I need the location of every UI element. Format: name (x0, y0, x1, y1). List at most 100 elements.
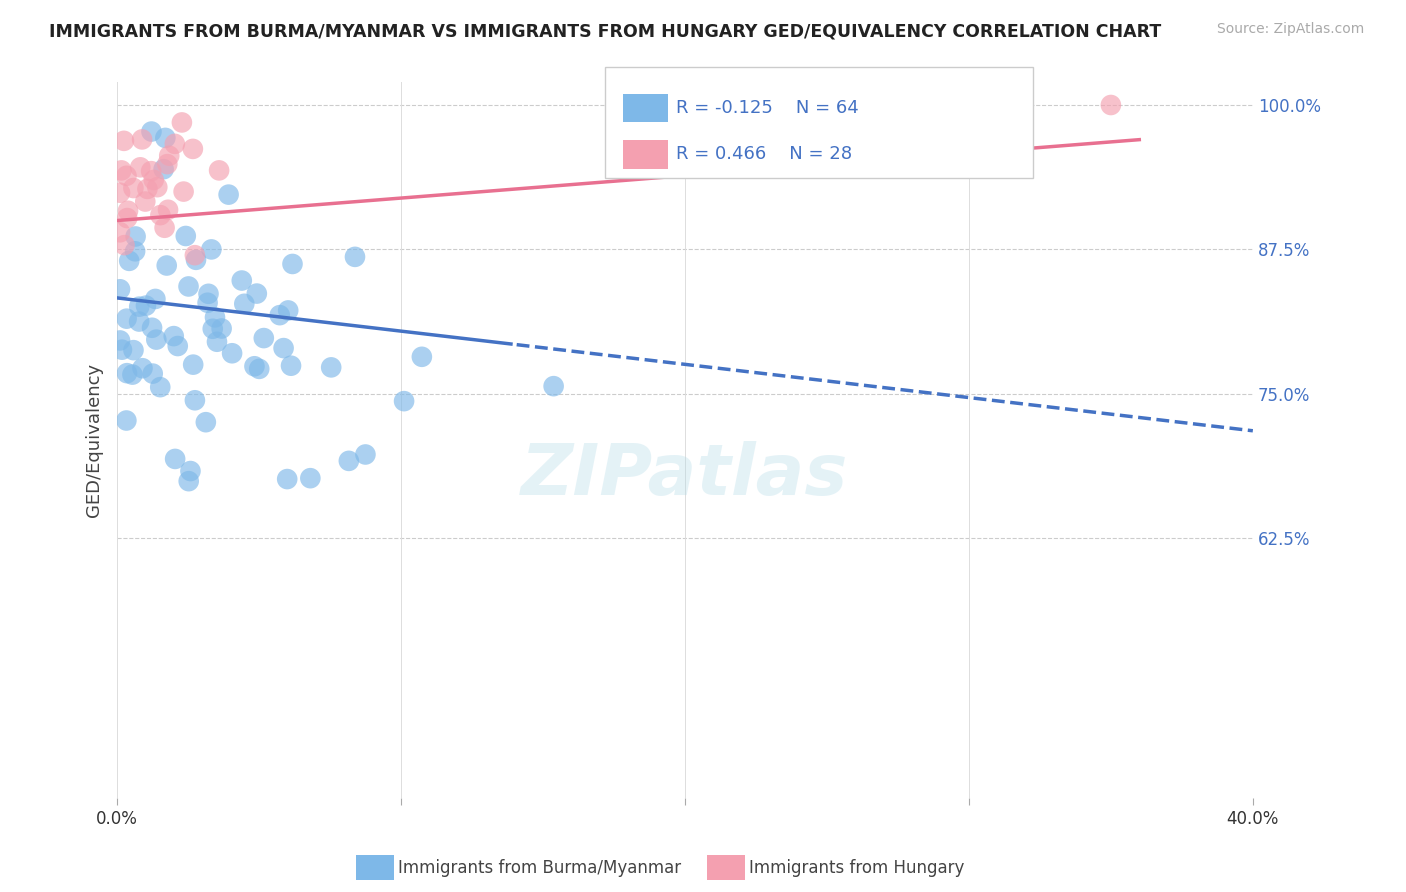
Point (170, 115, 193, 129)
Point (145, 333, 167, 347)
Text: Immigrants from Hungary: Immigrants from Hungary (749, 859, 965, 877)
Point (128, 300, 150, 314)
Point (156, 157, 179, 171)
Point (124, 244, 146, 259)
Point (131, 132, 153, 146)
Point (276, 472, 298, 486)
Text: IMMIGRANTS FROM BURMA/MYANMAR VS IMMIGRANTS FROM HUNGARY GED/EQUIVALENCY CORRELA: IMMIGRANTS FROM BURMA/MYANMAR VS IMMIGRA… (49, 22, 1161, 40)
Point (145, 292, 167, 306)
Text: Immigrants from Burma/Myanmar: Immigrants from Burma/Myanmar (398, 859, 681, 877)
Point (129, 161, 152, 175)
Point (179, 464, 201, 478)
Point (204, 310, 226, 325)
Point (184, 248, 207, 262)
Point (157, 149, 180, 163)
Point (152, 162, 174, 177)
Point (115, 311, 138, 326)
Point (141, 320, 163, 334)
Point (392, 394, 415, 409)
Point (1099, 98, 1122, 112)
Point (165, 451, 187, 466)
Point (108, 282, 131, 296)
Point (136, 182, 159, 196)
Point (273, 341, 295, 355)
Point (153, 220, 176, 235)
Point (269, 308, 291, 322)
Point (115, 366, 138, 380)
Point (205, 334, 228, 349)
Point (354, 448, 377, 462)
Point (122, 181, 145, 195)
Point (108, 186, 131, 200)
Point (337, 454, 360, 468)
Point (280, 359, 302, 373)
Point (281, 257, 304, 271)
Point (131, 361, 153, 376)
Point (146, 180, 169, 194)
Point (108, 225, 131, 239)
Point (411, 350, 433, 364)
Point (141, 124, 163, 138)
Point (117, 203, 139, 218)
Point (218, 187, 240, 202)
Point (184, 393, 207, 408)
Point (135, 299, 157, 313)
Point (277, 303, 299, 318)
Point (197, 295, 219, 310)
Point (149, 380, 172, 394)
Point (208, 163, 231, 178)
Point (124, 229, 146, 244)
Point (246, 286, 269, 301)
Point (181, 142, 204, 156)
Point (211, 321, 233, 335)
Point (118, 253, 141, 268)
Point (321, 360, 343, 375)
Point (299, 471, 322, 485)
Point (166, 339, 188, 353)
Point (194, 415, 217, 429)
Point (231, 274, 253, 288)
Point (115, 413, 138, 427)
Point (174, 229, 197, 244)
Point (112, 134, 135, 148)
Point (149, 208, 172, 222)
Point (115, 169, 138, 183)
Text: R = 0.466    N = 28: R = 0.466 N = 28 (676, 145, 852, 163)
Point (108, 334, 131, 348)
Point (142, 173, 165, 187)
Point (243, 359, 266, 374)
Point (141, 164, 163, 178)
Point (122, 343, 145, 358)
Text: Source: ZipAtlas.com: Source: ZipAtlas.com (1216, 22, 1364, 37)
Point (121, 368, 143, 382)
Point (111, 343, 134, 357)
Point (134, 194, 156, 209)
Point (128, 314, 150, 328)
Y-axis label: GED/Equivalency: GED/Equivalency (86, 363, 103, 517)
Text: R = -0.125    N = 64: R = -0.125 N = 64 (676, 99, 859, 117)
Point (177, 474, 200, 488)
Point (543, 379, 565, 393)
Point (157, 202, 180, 217)
Point (184, 252, 207, 267)
Point (201, 322, 224, 336)
Point (181, 358, 204, 372)
Point (173, 185, 195, 199)
Point (110, 163, 132, 178)
Point (142, 367, 165, 381)
Point (114, 238, 136, 252)
Point (253, 331, 276, 345)
Point (177, 279, 200, 293)
Point (155, 131, 177, 145)
Point (233, 297, 256, 311)
Point (200, 243, 222, 257)
Text: ZIPatlas: ZIPatlas (522, 442, 849, 510)
Point (343, 250, 366, 264)
Point (197, 286, 219, 301)
Point (163, 329, 186, 343)
Point (163, 136, 186, 151)
Point (156, 259, 179, 273)
Point (247, 362, 270, 376)
Point (115, 211, 138, 225)
Point (221, 346, 243, 360)
